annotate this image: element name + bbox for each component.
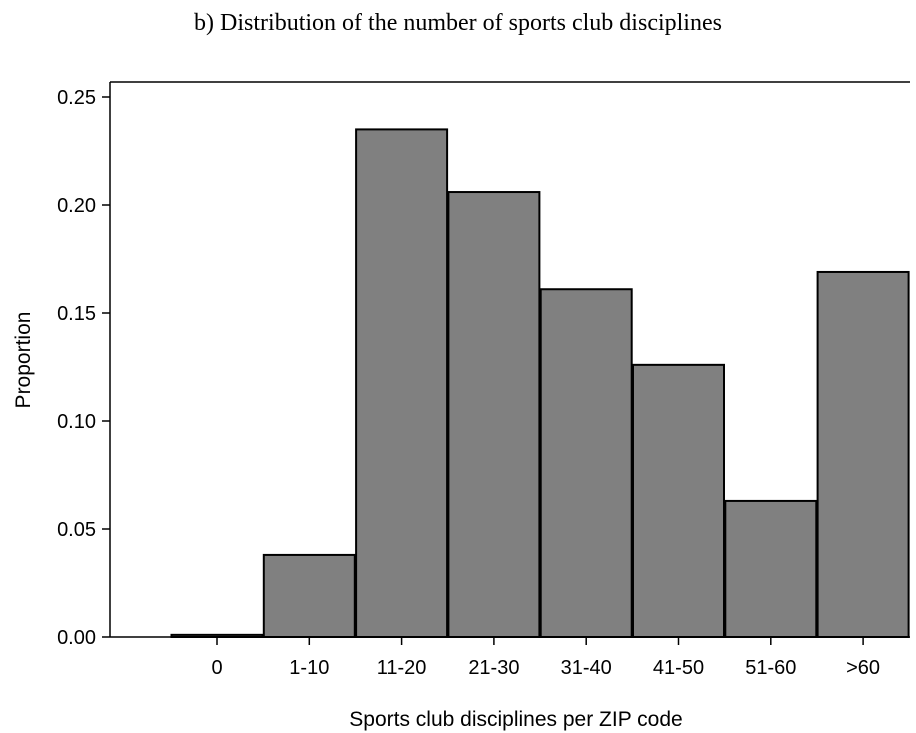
bar-1-10 [262,553,356,638]
x-ticks-group: 0 1-10 11-20 21-30 31-40 41-50 51-60 >60 [211,637,880,679]
bar-41-50 [632,363,725,638]
bars-group [170,128,910,639]
x-axis-label: Sports club disciplines per ZIP code [349,708,682,731]
x-tick-label: >60 [846,657,880,679]
chart-title: b) Distribution of the number of sports … [194,10,722,36]
x-tick-label: 21-30 [468,657,519,679]
x-tick-label: 41-50 [653,657,704,679]
x-tick-label: 0 [211,657,222,679]
x-tick-label: 11-20 [377,657,427,679]
y-axis-label: Proportion [12,312,35,409]
y-tick-label: 0.00 [57,627,96,649]
y-tick-label: 0.25 [57,87,96,109]
x-tick-label: 1-10 [289,657,329,679]
y-tick-label: 0.10 [57,411,96,433]
y-tick-label: 0.20 [57,195,96,217]
bar-31-40 [539,288,633,638]
bar-51-60 [724,499,818,639]
x-tick-label: 51-60 [745,657,796,679]
y-ticks-group: 0.00 0.05 0.10 0.15 0.20 0.25 [57,87,110,649]
y-tick-label: 0.05 [57,519,96,541]
bar-21-30 [447,191,541,638]
bar->60 [816,270,910,638]
bar-11-20 [355,128,449,638]
x-tick-label: 31-40 [561,657,612,679]
y-tick-label: 0.15 [57,303,96,325]
